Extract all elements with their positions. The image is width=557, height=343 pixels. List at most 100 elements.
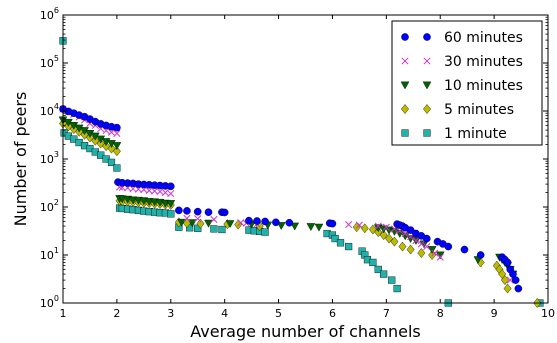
series-10-minutes [58,116,518,279]
legend-label: 5 minutes [444,102,514,118]
x-tick-label: 3 [167,307,174,320]
legend-label: 60 minutes [444,30,523,46]
data-point [194,215,202,223]
data-point [102,141,111,152]
x-tick-label: 6 [329,307,336,320]
y-tick-exponent: 2 [54,198,59,207]
data-point [511,276,520,284]
data-point [175,206,183,215]
data-point [107,128,116,136]
y-axis-label: Number of peers [11,92,30,227]
data-point [253,217,261,225]
data-point [272,218,280,227]
plot-marks [58,37,544,308]
legend-marker [400,81,410,90]
x-tick-label: 9 [491,307,498,320]
data-point [436,253,444,261]
data-point [380,270,388,278]
legend-marker [423,57,431,65]
data-point [398,241,407,252]
data-point [382,223,390,231]
x-tick-label: 10 [541,307,555,320]
data-point [388,276,396,284]
y-tick-base: 10 [40,57,54,70]
y-tick-label: 103 [40,150,59,166]
x-tick-label: 7 [383,307,390,320]
y-tick-label: 106 [40,6,59,22]
y-tick-label: 101 [40,246,59,262]
legend-label: 1 minute [444,126,507,142]
data-point [107,158,116,166]
legend-label: 10 minutes [444,78,523,94]
data-point [431,249,439,257]
data-point [167,210,175,218]
data-point [113,164,121,172]
y-tick-base: 10 [40,201,54,214]
legend-marker [401,129,409,137]
data-point [107,140,116,148]
data-point [113,123,121,132]
data-point [412,236,420,245]
data-point [369,258,377,267]
legend-marker [401,57,409,65]
y-tick-base: 10 [40,105,54,118]
data-point [220,208,229,217]
data-point [285,218,294,227]
data-point [97,151,105,159]
data-point [306,223,316,232]
data-point [393,284,401,293]
legend-marker [423,104,431,114]
data-point [166,182,175,191]
data-point [91,135,100,146]
x-tick-label: 2 [113,307,120,320]
data-point [406,244,415,255]
data-point [417,248,426,258]
data-point [107,143,116,154]
data-point [167,190,175,198]
y-tick-label: 105 [40,54,59,70]
data-point [506,276,514,284]
data-point [360,223,369,234]
legend-box [391,20,543,146]
data-point [314,223,324,232]
data-point [225,220,235,229]
data-point [183,214,191,222]
y-tick-base: 10 [40,249,54,262]
data-point [161,188,169,197]
data-point [156,187,164,196]
legend-marker [401,33,409,41]
data-point [503,258,512,267]
x-tick-label: 1 [60,307,67,320]
data-point [422,234,431,243]
data-point [331,234,339,243]
y-tick-exponent: 6 [54,6,59,15]
y-tick-base: 10 [40,297,54,310]
data-point [193,207,202,216]
data-point [112,146,121,157]
data-point [113,129,121,138]
data-point [514,284,523,293]
data-point [245,216,253,225]
data-point [355,221,363,229]
data-point [503,283,512,294]
data-point [423,242,431,251]
y-tick-base: 10 [40,153,54,166]
data-point [328,219,337,228]
y-tick-exponent: 3 [54,150,59,159]
legend-marker [423,129,431,137]
data-point [385,233,393,244]
x-axis-label: Average number of channels [190,322,420,341]
data-point [290,222,300,231]
x-axis: 1 2 3 4 5 6 7 8 9 10 [60,15,555,320]
x-tick-label: 8 [437,307,444,320]
data-point [345,221,353,229]
y-tick-exponent: 5 [54,54,59,63]
y-tick-base: 10 [40,9,54,22]
y-tick-label: 102 [40,198,59,214]
data-point [336,239,345,247]
data-point [444,242,453,251]
data-point [417,240,425,248]
y-tick-exponent: 1 [54,246,59,255]
